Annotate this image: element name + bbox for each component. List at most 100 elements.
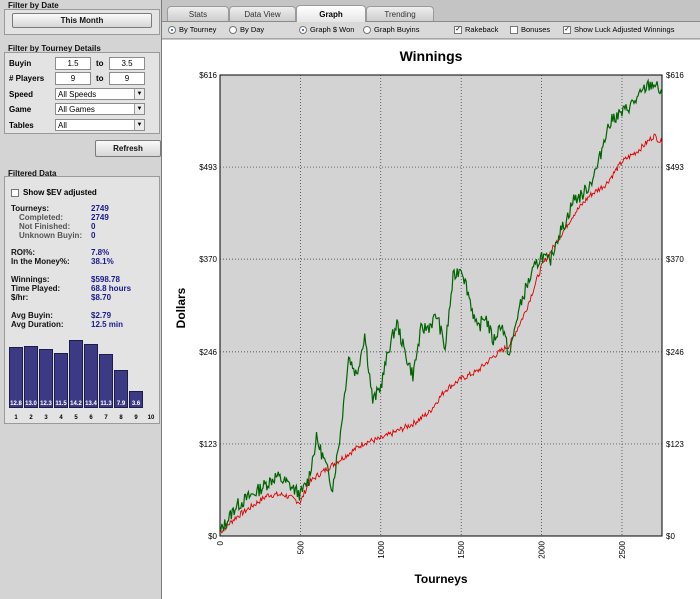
luck-adjusted-series-line — [219, 133, 663, 534]
game-label: Game — [9, 105, 32, 114]
avg-buyin-label: Avg Buyin: — [11, 311, 53, 320]
luck-adjusted-checkbox[interactable]: ✓ Show Luck Adjusted Winnings — [563, 25, 674, 34]
roi-value: 7.8% — [91, 248, 110, 257]
checkbox-icon — [11, 188, 19, 197]
histogram-bar: 7.9 — [114, 370, 128, 408]
histogram-category-label: 8 — [119, 415, 123, 421]
histogram-bar: 3.6 — [129, 391, 143, 408]
checkbox-checked-icon: ✓ — [563, 25, 571, 34]
histogram-bar: 12.8 — [9, 347, 23, 408]
y-tick-label: $493 — [199, 163, 217, 172]
tab-bar: Stats Data View Graph Trending — [162, 0, 700, 22]
by-day-label: By Day — [240, 25, 265, 34]
y-tick-label: $0 — [208, 532, 217, 541]
winnings-label: Winnings: — [11, 275, 50, 284]
players-from-input[interactable]: 9 — [55, 72, 91, 85]
histogram-category-label: 3 — [44, 415, 48, 421]
filtered-data-group: Show $EV adjusted Tourneys: 2749 Complet… — [4, 176, 160, 424]
x-tick-label: 500 — [296, 540, 305, 554]
rakeback-checkbox[interactable]: ✓ Rakeback — [454, 25, 498, 34]
avg-duration-value: 12.5 min — [91, 320, 124, 329]
buyin-to-label: to — [96, 59, 104, 68]
histogram-bar: 13.0 — [24, 346, 38, 408]
histogram-bar-label: 3.6 — [131, 401, 141, 407]
histogram-category-label: 10 — [147, 415, 155, 421]
histogram-category-label: 5 — [74, 415, 78, 421]
graph-won-radio[interactable]: Graph $ Won — [299, 25, 354, 34]
histogram-bar-label: 11.3 — [100, 401, 112, 407]
avg-duration-label: Avg Duration: — [11, 320, 64, 329]
show-sev-label: Show $EV adjusted — [23, 188, 97, 197]
histogram-bar-label: 7.9 — [116, 401, 126, 407]
bonuses-checkbox[interactable]: Bonuses — [510, 25, 550, 34]
filter-by-date-title: Filter by Date — [8, 1, 59, 10]
chevron-down-icon: ▼ — [134, 89, 144, 99]
game-select-value: All Games — [58, 104, 95, 114]
histogram-bar: 14.2 — [69, 340, 83, 408]
tourneys-value: 2749 — [91, 204, 109, 213]
graph-won-label: Graph $ Won — [310, 25, 355, 34]
this-month-button[interactable]: This Month — [12, 13, 152, 28]
y-tick-label-right: $246 — [666, 348, 684, 357]
winnings-chart: Winnings Tourneys Dollars $0 $0 $123 $123 $2… — [162, 40, 700, 599]
radio-selected-icon — [299, 25, 307, 34]
show-sev-checkbox[interactable]: Show $EV adjusted — [11, 188, 97, 197]
buyin-to-input[interactable]: 3.5 — [109, 57, 145, 70]
filter-by-tourney-group: Buyin 1.5 to 3.5 # Players 9 to 9 Speed … — [4, 52, 160, 134]
x-tick-label: 1500 — [457, 540, 466, 558]
histogram-category-label: 1 — [14, 415, 18, 421]
x-tick-label: 0 — [216, 540, 225, 545]
roi-label: ROI%: — [11, 248, 35, 257]
luck-adjusted-label: Show Luck Adjusted Winnings — [574, 25, 675, 34]
radio-icon — [229, 25, 237, 34]
speed-select[interactable]: All Speeds ▼ — [55, 88, 145, 100]
tourneys-label: Tourneys: — [11, 204, 50, 213]
y-tick-label-right: $493 — [666, 163, 684, 172]
histogram-bar-label: 12.8 — [10, 401, 22, 407]
tab-trending[interactable]: Trending — [366, 6, 434, 21]
tab-graph[interactable]: Graph — [296, 5, 366, 22]
itm-label: In the Money%: — [11, 257, 70, 266]
x-tick-label: 2000 — [538, 540, 547, 558]
tab-stats[interactable]: Stats — [167, 6, 229, 21]
graph-buyins-label: Graph Buyins — [374, 25, 420, 34]
tables-select-value: All — [58, 120, 67, 130]
tab-data-view[interactable]: Data View — [229, 6, 296, 21]
x-tick-label: 1000 — [377, 540, 386, 558]
buyin-from-input[interactable]: 1.5 — [55, 57, 91, 70]
avg-buyin-value: $2.79 — [91, 311, 112, 320]
histogram-bar: 11.3 — [99, 354, 113, 408]
refresh-button[interactable]: Refresh — [95, 140, 161, 157]
time-played-value: 68.8 hours — [91, 284, 132, 293]
not-finished-value: 0 — [91, 222, 96, 231]
filtered-data-title: Filtered Data — [8, 169, 57, 178]
histogram-bar-label: 13.4 — [85, 401, 97, 407]
game-select[interactable]: All Games ▼ — [55, 103, 145, 115]
x-tick-label: 2500 — [618, 540, 627, 558]
y-tick-label: $246 — [199, 348, 217, 357]
chart-title: Winnings — [400, 48, 463, 64]
winnings-chart-svg: Winnings Tourneys Dollars $0 $0 $123 $123 $2… — [174, 48, 684, 586]
radio-selected-icon — [168, 25, 176, 34]
not-finished-label: Not Finished: — [19, 222, 71, 231]
completed-value: 2749 — [91, 213, 109, 222]
y-tick-label-right: $370 — [666, 255, 684, 264]
histogram-bar-label: 14.2 — [70, 401, 82, 407]
y-axis-label: Dollars — [174, 287, 188, 328]
checkbox-icon — [510, 25, 518, 34]
tables-select[interactable]: All ▼ — [55, 119, 145, 131]
filter-by-date-group: This Month — [4, 9, 160, 35]
by-day-radio[interactable]: By Day — [229, 25, 264, 34]
chevron-down-icon: ▼ — [134, 104, 144, 114]
players-to-input[interactable]: 9 — [109, 72, 145, 85]
chevron-down-icon: ▼ — [134, 120, 144, 130]
y-tick-label-right: $616 — [666, 71, 684, 80]
graph-buyins-radio[interactable]: Graph Buyins — [363, 25, 419, 34]
histogram-bar-label: 11.5 — [55, 401, 67, 407]
unknown-buyin-label: Unknown Buyin: — [19, 231, 83, 240]
winnings-series-line — [219, 78, 663, 532]
y-tick-label-right: $123 — [666, 440, 684, 449]
itm-value: 38.1% — [91, 257, 114, 266]
by-tourney-radio[interactable]: By Tourney — [168, 25, 216, 34]
x-axis-label: Tourneys — [414, 572, 467, 586]
